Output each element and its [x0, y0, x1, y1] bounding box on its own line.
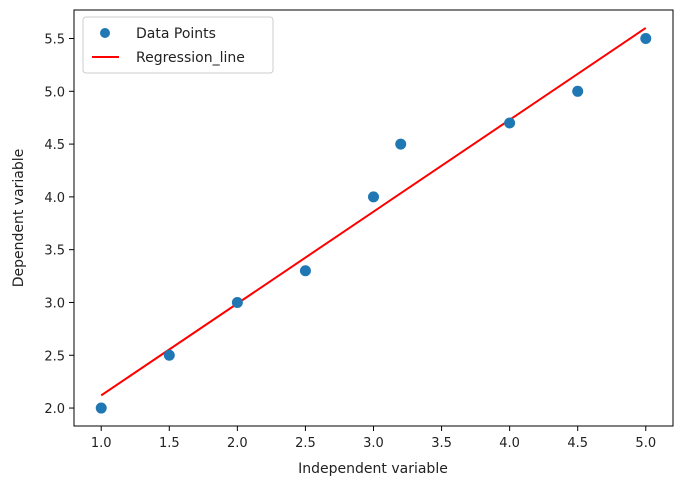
y-tick-label: 3.5 [44, 244, 65, 259]
legend-label-regression-line: Regression_line [136, 50, 245, 66]
legend: Data Points Regression_line [82, 16, 274, 74]
y-axis-label: Dependent variable [11, 149, 27, 288]
x-axis: 1.0 1.5 2.0 2.5 3.0 3.5 4.0 4.5 5.0 [91, 426, 656, 451]
y-tick-label: 5.0 [44, 85, 65, 100]
x-tick-label: 1.5 [159, 436, 180, 451]
y-axis: 2.0 2.5 3.0 3.5 4.0 4.5 5.0 5.5 [44, 33, 74, 417]
y-tick-label: 4.0 [44, 191, 65, 206]
x-tick-label: 4.0 [499, 436, 520, 451]
x-axis-label: Independent variable [298, 461, 448, 477]
x-tick-label: 3.5 [431, 436, 452, 451]
x-tick-label: 3.0 [363, 436, 384, 451]
data-point [395, 138, 407, 150]
legend-marker-data-points [100, 28, 110, 38]
data-point [299, 265, 311, 277]
data-point [95, 402, 107, 414]
y-tick-label: 4.5 [44, 138, 65, 153]
y-tick-label: 2.0 [44, 402, 65, 417]
data-point [504, 117, 516, 129]
x-tick-label: 2.0 [227, 436, 248, 451]
series-layer [95, 27, 652, 414]
data-point [368, 191, 379, 203]
data-point [640, 33, 652, 45]
data-point [163, 349, 175, 361]
legend-label-data-points: Data Points [136, 26, 216, 42]
data-point [572, 85, 584, 97]
x-tick-label: 5.0 [635, 436, 656, 451]
x-tick-label: 2.5 [295, 436, 316, 451]
regression-line [100, 27, 647, 397]
y-tick-label: 3.0 [44, 296, 65, 311]
x-tick-label: 1.0 [91, 436, 112, 451]
legend-box [82, 16, 274, 74]
data-point [231, 296, 243, 308]
y-tick-label: 5.5 [44, 33, 65, 48]
y-tick-label: 2.5 [44, 349, 65, 364]
x-tick-label: 4.5 [567, 436, 588, 451]
